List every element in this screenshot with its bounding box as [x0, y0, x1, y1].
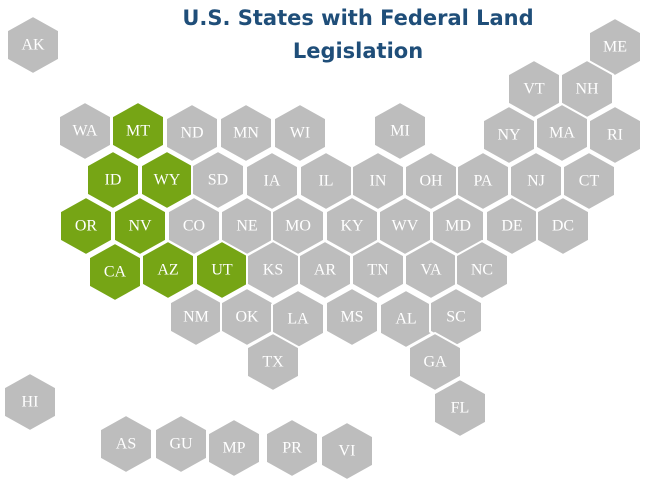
- state-hex: [320, 420, 374, 482]
- state-hex: [141, 239, 195, 301]
- state-label: NC: [471, 262, 493, 279]
- state-label: GA: [423, 354, 447, 371]
- state-label: MP: [222, 440, 245, 457]
- state-hex: [408, 331, 462, 393]
- state-hex: [86, 149, 140, 211]
- state-hex: [265, 417, 319, 479]
- state-hex: [588, 104, 642, 166]
- state-label: OR: [75, 218, 98, 235]
- state-label: FL: [451, 400, 470, 417]
- state-hex: [325, 286, 379, 348]
- state-label: PA: [474, 173, 493, 190]
- state-label: NH: [575, 81, 599, 98]
- state-label: AL: [395, 311, 416, 328]
- state-hex: [3, 371, 57, 433]
- state-hex: [191, 149, 245, 211]
- state-label: TN: [367, 262, 389, 279]
- state-label: MO: [285, 218, 311, 235]
- state-label: WY: [154, 172, 181, 189]
- state-label: WV: [392, 218, 419, 235]
- state-label: UT: [211, 262, 233, 279]
- state-label: MA: [549, 125, 575, 142]
- state-label: IA: [264, 173, 281, 190]
- state-label: AK: [21, 37, 45, 54]
- state-label: ND: [180, 125, 203, 142]
- state-hex: [536, 195, 590, 257]
- state-label: DE: [501, 218, 522, 235]
- state-label: TX: [262, 354, 284, 371]
- state-hex: [455, 239, 509, 301]
- map-title: U.S. States with Federal Land Legislatio…: [182, 6, 534, 63]
- state-label: OK: [235, 309, 259, 326]
- state-label: AR: [314, 262, 337, 279]
- state-label: CO: [183, 218, 205, 235]
- state-hex: [273, 102, 327, 164]
- state-label: AS: [116, 436, 136, 453]
- state-label: SD: [208, 172, 228, 189]
- state-hex: [433, 377, 487, 439]
- state-label: NM: [183, 309, 209, 326]
- state-hex: [99, 413, 153, 475]
- state-label: KY: [340, 218, 364, 235]
- state-label: RI: [607, 127, 623, 144]
- state-label: MI: [390, 123, 410, 140]
- state-label: MT: [126, 123, 150, 140]
- state-label: AZ: [157, 262, 178, 279]
- state-label: GU: [169, 436, 193, 453]
- state-label: NY: [497, 127, 521, 144]
- state-label: OH: [419, 173, 443, 190]
- state-label: SC: [446, 309, 466, 326]
- state-hex: [6, 14, 60, 76]
- state-hex: [59, 195, 113, 257]
- state-label: MD: [445, 218, 471, 235]
- state-label: KS: [263, 262, 283, 279]
- state-label: LA: [287, 311, 309, 328]
- state-label: WA: [73, 123, 98, 140]
- state-label: ME: [603, 39, 627, 56]
- state-label: IL: [318, 173, 333, 190]
- state-hex: [220, 286, 274, 348]
- state-hex: [246, 331, 300, 393]
- state-label: NV: [128, 218, 152, 235]
- state-label: IN: [370, 173, 387, 190]
- state-hex: [588, 16, 642, 78]
- state-label: NE: [236, 218, 257, 235]
- state-hex: [165, 102, 219, 164]
- state-label: WI: [290, 125, 310, 142]
- state-hex: [113, 195, 167, 257]
- state-label: DC: [552, 218, 574, 235]
- state-label: MN: [233, 125, 259, 142]
- state-label: MS: [340, 309, 363, 326]
- state-label: HI: [22, 394, 39, 411]
- state-label: ID: [105, 172, 122, 189]
- state-hex: [562, 150, 616, 212]
- state-label: CT: [579, 173, 600, 190]
- state-label: CA: [104, 264, 127, 281]
- state-label: PR: [282, 440, 302, 457]
- state-hex: [219, 102, 273, 164]
- state-label: VT: [523, 81, 545, 98]
- state-label: NJ: [527, 173, 545, 190]
- state-hex: [535, 102, 589, 164]
- state-hex: [373, 100, 427, 162]
- state-hex: [207, 417, 261, 479]
- state-hex: [154, 413, 208, 475]
- state-label: VA: [420, 262, 441, 279]
- state-label: VI: [339, 443, 356, 460]
- state-hex: [111, 100, 165, 162]
